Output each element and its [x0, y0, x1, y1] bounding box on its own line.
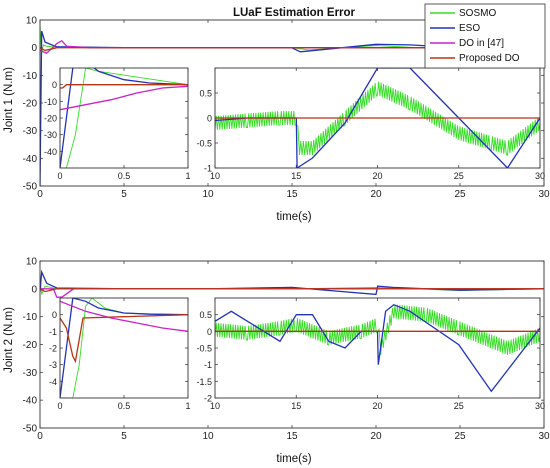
legend-entry: SOSMO [459, 8, 496, 19]
joint2-xtick-label: 5 [121, 431, 127, 442]
joint2-ytick-label: -50 [23, 424, 38, 435]
joint2-inset1-ytick-label: -3 [49, 360, 57, 370]
joint1-inset2-ytick-label: 0 [207, 114, 212, 124]
joint1-xtick-label: 5 [121, 189, 127, 200]
y-axis-label-joint2: Joint 2 (N.m) [3, 307, 15, 373]
joint1-series-proposed-do [40, 47, 544, 52]
joint2-inset2-xtick-label: 30 [535, 401, 545, 411]
joint2-inset2-xtick-label: 15 [291, 401, 301, 411]
joint1-inset1-ytick-label: 0 [52, 80, 57, 90]
joint2-inset2-ytick-label: -2 [204, 394, 212, 404]
joint2-inset2-xtick-label: 20 [372, 401, 382, 411]
joint1-inset2-xtick-label: 20 [372, 171, 382, 181]
joint1-xtick-label: 20 [370, 189, 382, 200]
joint1-inset1-ytick-label: -30 [44, 130, 57, 140]
joint2-inset1-ytick-label: 0 [52, 310, 57, 320]
joint1-inset1-series-proposed-do [60, 84, 188, 89]
joint2-xtick-label: 30 [538, 431, 550, 442]
joint1-inset2-xtick-label: 30 [535, 171, 545, 181]
joint2-inset2-xtick-label: 10 [210, 401, 220, 411]
joint2-inset1-series-do-in-47 [60, 300, 188, 332]
joint1-xtick-label: 15 [286, 189, 298, 200]
joint1-ytick-label: -30 [23, 126, 38, 137]
joint2-inset2-ytick-label: 0 [207, 327, 212, 337]
joint2-ytick-label: -30 [23, 368, 38, 379]
joint1-inset1-series-do-in-47 [60, 85, 188, 111]
joint1-ytick-label: -40 [23, 154, 38, 165]
chart-title: LUaF Estimation Error [233, 7, 356, 19]
joint2-inset1-xtick-label: 0.5 [118, 401, 131, 411]
joint1-inset2-xtick-label: 25 [454, 171, 464, 181]
joint2-ytick-label: -20 [23, 340, 38, 351]
joint2-series-eso [40, 269, 544, 296]
joint1-xtick-label: 0 [37, 189, 43, 200]
joint1-xtick-label: 25 [454, 189, 466, 200]
x-axis-label-joint2: time(s) [276, 453, 311, 465]
joint2-inset1-ytick-label: -2 [49, 344, 57, 354]
joint2-inset1-xtick-label: 0 [57, 401, 62, 411]
joint1-inset-1: 0 0.5 1 -40 -30 -20 -10 0 [44, 67, 191, 181]
joint1-inset1-ytick-label: -10 [44, 97, 57, 107]
y-axis-label-joint1: Joint 1 (N.m) [3, 67, 15, 133]
x-axis-label-joint1: time(s) [276, 211, 311, 223]
joint2-ytick-label: -40 [23, 396, 38, 407]
joint1-inset1-ytick-label: -20 [44, 114, 57, 124]
joint2-ytick-label: 10 [26, 257, 38, 268]
joint2-inset2-ytick-label: -1.5 [196, 377, 212, 387]
joint1-inset2-series-sosmo [215, 81, 540, 156]
joint1-inset1-ytick-label: -40 [44, 147, 57, 157]
joint2-inset2-xtick-label: 25 [454, 401, 464, 411]
joint2-ytick-label: 0 [31, 284, 37, 295]
joint1-inset2-ytick-label: 0.5 [199, 89, 212, 99]
joint2-inset1-ytick-label: -4 [49, 377, 57, 387]
joint2-inset-1: 0 0.5 1 -4 -3 -2 -1 0 [49, 297, 191, 411]
joint1-inset1-xtick-label: 1 [185, 171, 190, 181]
joint1-inset1-xtick-label: 0.5 [118, 171, 131, 181]
joint1-inset-2: 10 15 20 25 30 -1 -0.5 0 0.5 [196, 67, 545, 181]
joint2-inset1-xtick-label: 1 [185, 401, 190, 411]
joint1-ytick-label: -20 [23, 99, 38, 110]
legend-entry: DO in [47] [459, 38, 504, 49]
joint2-inset1-series-proposed-do [60, 314, 188, 364]
joint1-ytick-label: 10 [26, 16, 38, 27]
joint1-xtick-label: 10 [202, 189, 214, 200]
joint1-ytick-label: -50 [23, 182, 38, 193]
joint1-inset2-ytick-label: -1 [204, 164, 212, 174]
joint1-inset2-ytick-label: -0.5 [196, 139, 212, 149]
joint2-xtick-label: 15 [286, 431, 298, 442]
legend-entry: ESO [459, 23, 480, 34]
joint2-xtick-label: 20 [370, 431, 382, 442]
joint2-xtick-label: 0 [37, 431, 43, 442]
joint2-ytick-label: -10 [23, 312, 38, 323]
joint2-inset2-ytick-label: -1 [204, 360, 212, 370]
legend-entry: Proposed DO [459, 53, 520, 64]
joint2-inset2-ytick-label: 0.5 [199, 310, 212, 320]
joint2-inset-2: 10 15 20 25 30 -2 -1.5 -1 -0.5 0 0.5 [196, 297, 545, 411]
joint2-inset2-ytick-label: -0.5 [196, 344, 212, 354]
joint1-ytick-label: 0 [31, 43, 37, 54]
joint1-inset1-series-eso [60, 68, 188, 168]
joint2-xtick-label: 10 [202, 431, 214, 442]
joint1-inset2-xtick-label: 10 [210, 171, 220, 181]
joint1-ytick-label: -10 [23, 71, 38, 82]
joint1-xtick-label: 30 [538, 189, 550, 200]
joint2-inset1-ytick-label: -1 [49, 327, 57, 337]
joint2-xtick-label: 25 [454, 431, 466, 442]
joint1-inset2-xtick-label: 15 [291, 171, 301, 181]
joint1-inset1-series-sosmo [60, 68, 188, 168]
legend: SOSMO ESO DO in [47] Proposed DO [424, 3, 546, 69]
joint1-inset1-xtick-label: 0 [57, 171, 62, 181]
joint2-series-proposed-do [40, 288, 544, 293]
joint2-inset1-series-eso [60, 298, 188, 398]
